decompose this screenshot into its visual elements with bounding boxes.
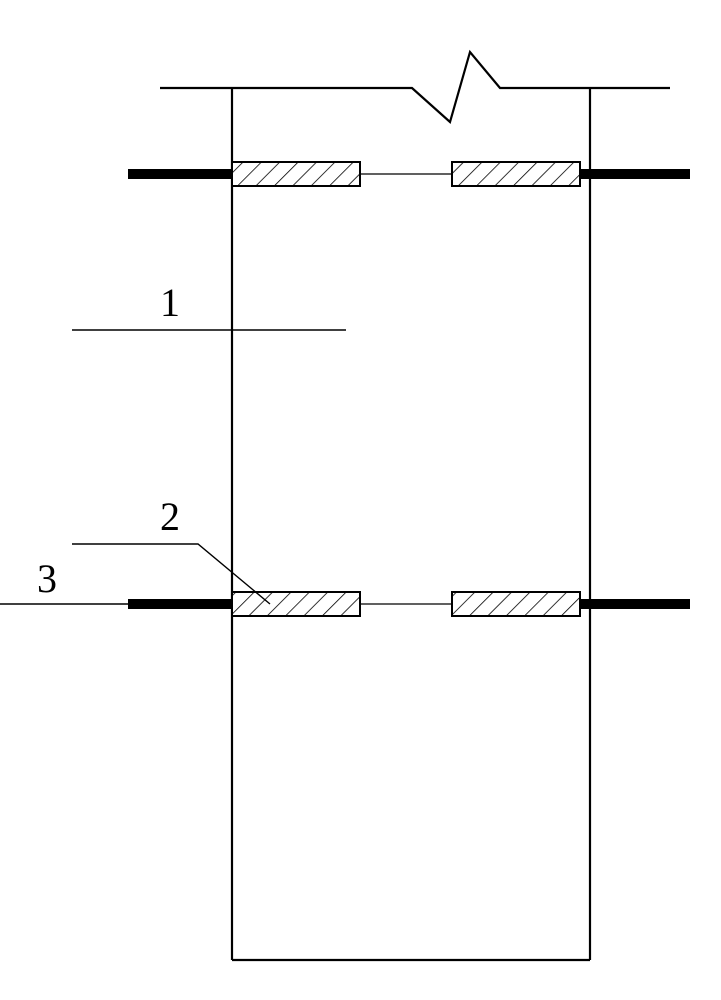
label-2: 2: [160, 494, 180, 539]
label-3: 3: [37, 556, 57, 601]
sleeve-left: [232, 592, 360, 616]
sleeve-left: [232, 162, 360, 186]
lower-bar-row: [128, 592, 690, 616]
break-line-icon: [160, 52, 670, 122]
label-1: 1: [160, 280, 180, 325]
rebar-left: [128, 169, 240, 179]
sleeve-right: [452, 162, 580, 186]
upper-bar-row: [128, 162, 690, 186]
sleeve-right: [452, 592, 580, 616]
rebar-right: [572, 169, 690, 179]
rebar-right: [572, 599, 690, 609]
